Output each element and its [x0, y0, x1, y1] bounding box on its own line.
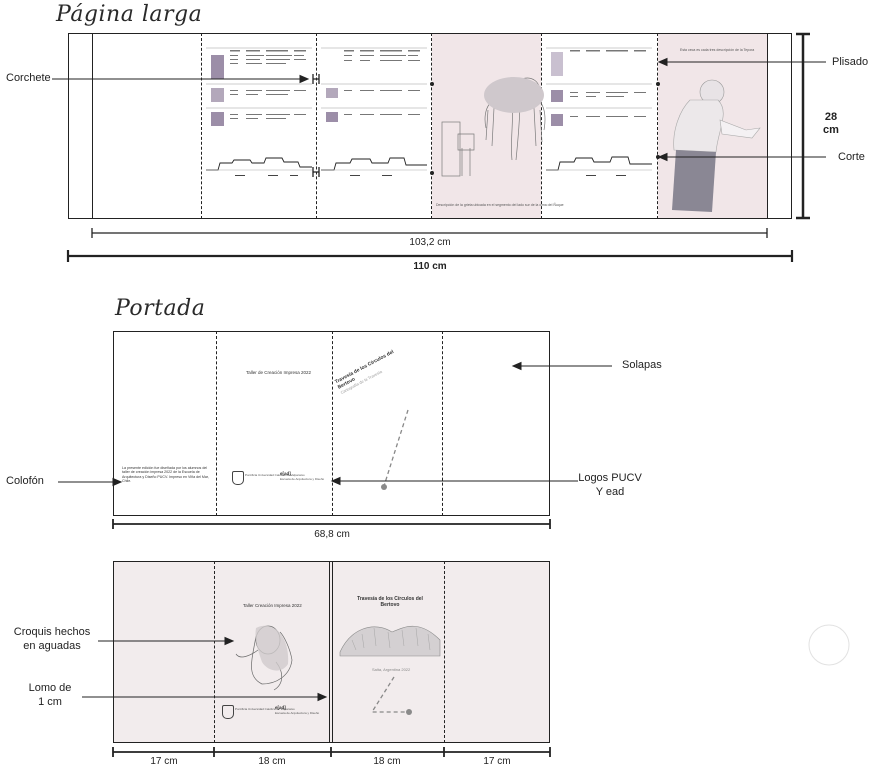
ead-name: Escuela de Arquitectura y Diseño: [280, 477, 325, 481]
segment-width: 18 cm: [258, 756, 286, 767]
height-unit: cm: [823, 124, 839, 136]
croquis-label-line2: en aguadas: [23, 640, 81, 652]
pucv-logo-bottom: [222, 705, 234, 719]
cover-width-dimension: 68,8 cm: [314, 529, 350, 540]
fold-line: [541, 33, 542, 219]
logos-label-line2: Y ead: [595, 486, 625, 498]
place-date: Salta, Argentina 2022: [372, 667, 411, 672]
segment-width: 17 cm: [483, 756, 511, 767]
segment-width: 17 cm: [150, 756, 178, 767]
ead-name-bottom: Escuela de Arquitectura y Diseño: [275, 711, 320, 715]
fold-line: [657, 33, 658, 219]
outer-width-dimension: 110 cm: [413, 261, 447, 272]
height-value: 28: [824, 111, 838, 123]
lomo-label-line2: 1 cm: [38, 696, 62, 708]
corte-label: Corte: [838, 151, 865, 163]
spine-line: [332, 561, 333, 743]
cover-inside-sheet: [113, 331, 550, 516]
lomo-label-line1: Lomo de: [28, 682, 72, 694]
fold-line: [214, 561, 215, 743]
fold-line: [216, 331, 217, 516]
inner-width-dimension: 103,2 cm: [409, 237, 451, 248]
fold-line: [444, 561, 445, 743]
cover-section-title: Portada: [115, 296, 206, 321]
illustration-caption: Descripción de la grieta ubicada en el s…: [436, 203, 564, 207]
ead-mark-bottom: e[ad]: [275, 705, 286, 710]
plisado-label: Plisado: [832, 56, 869, 68]
spine-line: [329, 561, 330, 743]
fold-line: [442, 331, 443, 516]
colofon-label: Colofón: [6, 475, 44, 487]
long-page-margin-line: [92, 33, 93, 219]
fold-line: [332, 331, 333, 516]
pink-illustration-panel: [432, 34, 541, 218]
ead-mark: e[ad]: [280, 471, 291, 476]
solapas-label: Solapas: [622, 359, 662, 371]
figure-caption: Esta ceca es cada tres descripción de la…: [680, 48, 755, 52]
long-page-end-line: [767, 33, 768, 219]
pucv-univ-name-bottom: Pontificia Universidad Católica de Valpa…: [235, 707, 295, 711]
logos-label-line1: Logos PUCV: [578, 472, 642, 484]
cover-outside-sheet: [113, 561, 550, 743]
fold-line: [316, 33, 317, 219]
workshop-title-top: Taller de Creación Impresa 2022: [246, 370, 312, 375]
book-title: Travesía de los Círculos del Bertovo: [345, 596, 435, 608]
pucv-logo: [232, 471, 244, 485]
fold-line: [431, 33, 432, 219]
segment-width: 18 cm: [373, 756, 401, 767]
croquis-label-line1: Croquis hechos: [13, 626, 91, 638]
pucv-univ-name: Pontificia Universidad Católica de Valpa…: [245, 473, 305, 477]
book-title-line2: Bertovo: [380, 602, 400, 608]
corchete-label: Corchete: [6, 72, 51, 84]
workshop-title-bottom: Taller Creación Impresa 2022: [243, 603, 302, 608]
book-title-line1: Travesía de los Círculos del: [357, 596, 423, 602]
long-page-section-title: Página larga: [56, 2, 203, 27]
fold-line: [201, 33, 202, 219]
colophon-text: La presente edición fue diseñada por los…: [122, 466, 209, 484]
